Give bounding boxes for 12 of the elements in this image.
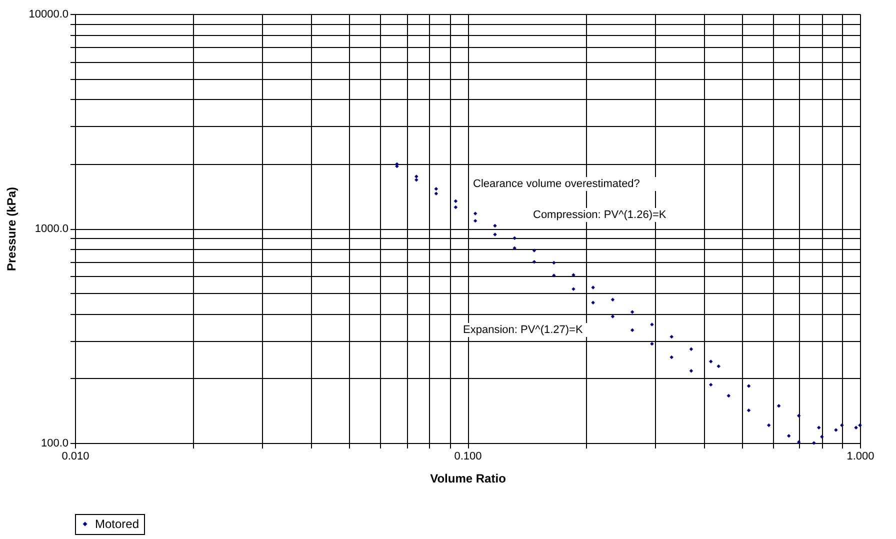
x-tick-label: 0.010	[62, 450, 90, 462]
annotation: Expansion: PV^(1.27)=K	[463, 324, 584, 336]
x-tick-label: 1.000	[846, 450, 874, 462]
y-tick-label: 100.0	[40, 438, 68, 450]
annotation: Compression: PV^(1.26)=K	[533, 209, 667, 221]
x-axis-title: Volume Ratio	[430, 472, 506, 486]
y-tick-label: 1000.0	[34, 223, 68, 235]
y-tick-label: 10000.0	[28, 8, 68, 20]
legend-label: Motored	[95, 517, 140, 531]
y-axis-title: Pressure (kPa)	[4, 186, 19, 272]
x-tick-label: 0.100	[454, 450, 482, 462]
annotation: Clearance volume overestimated?	[473, 178, 640, 190]
